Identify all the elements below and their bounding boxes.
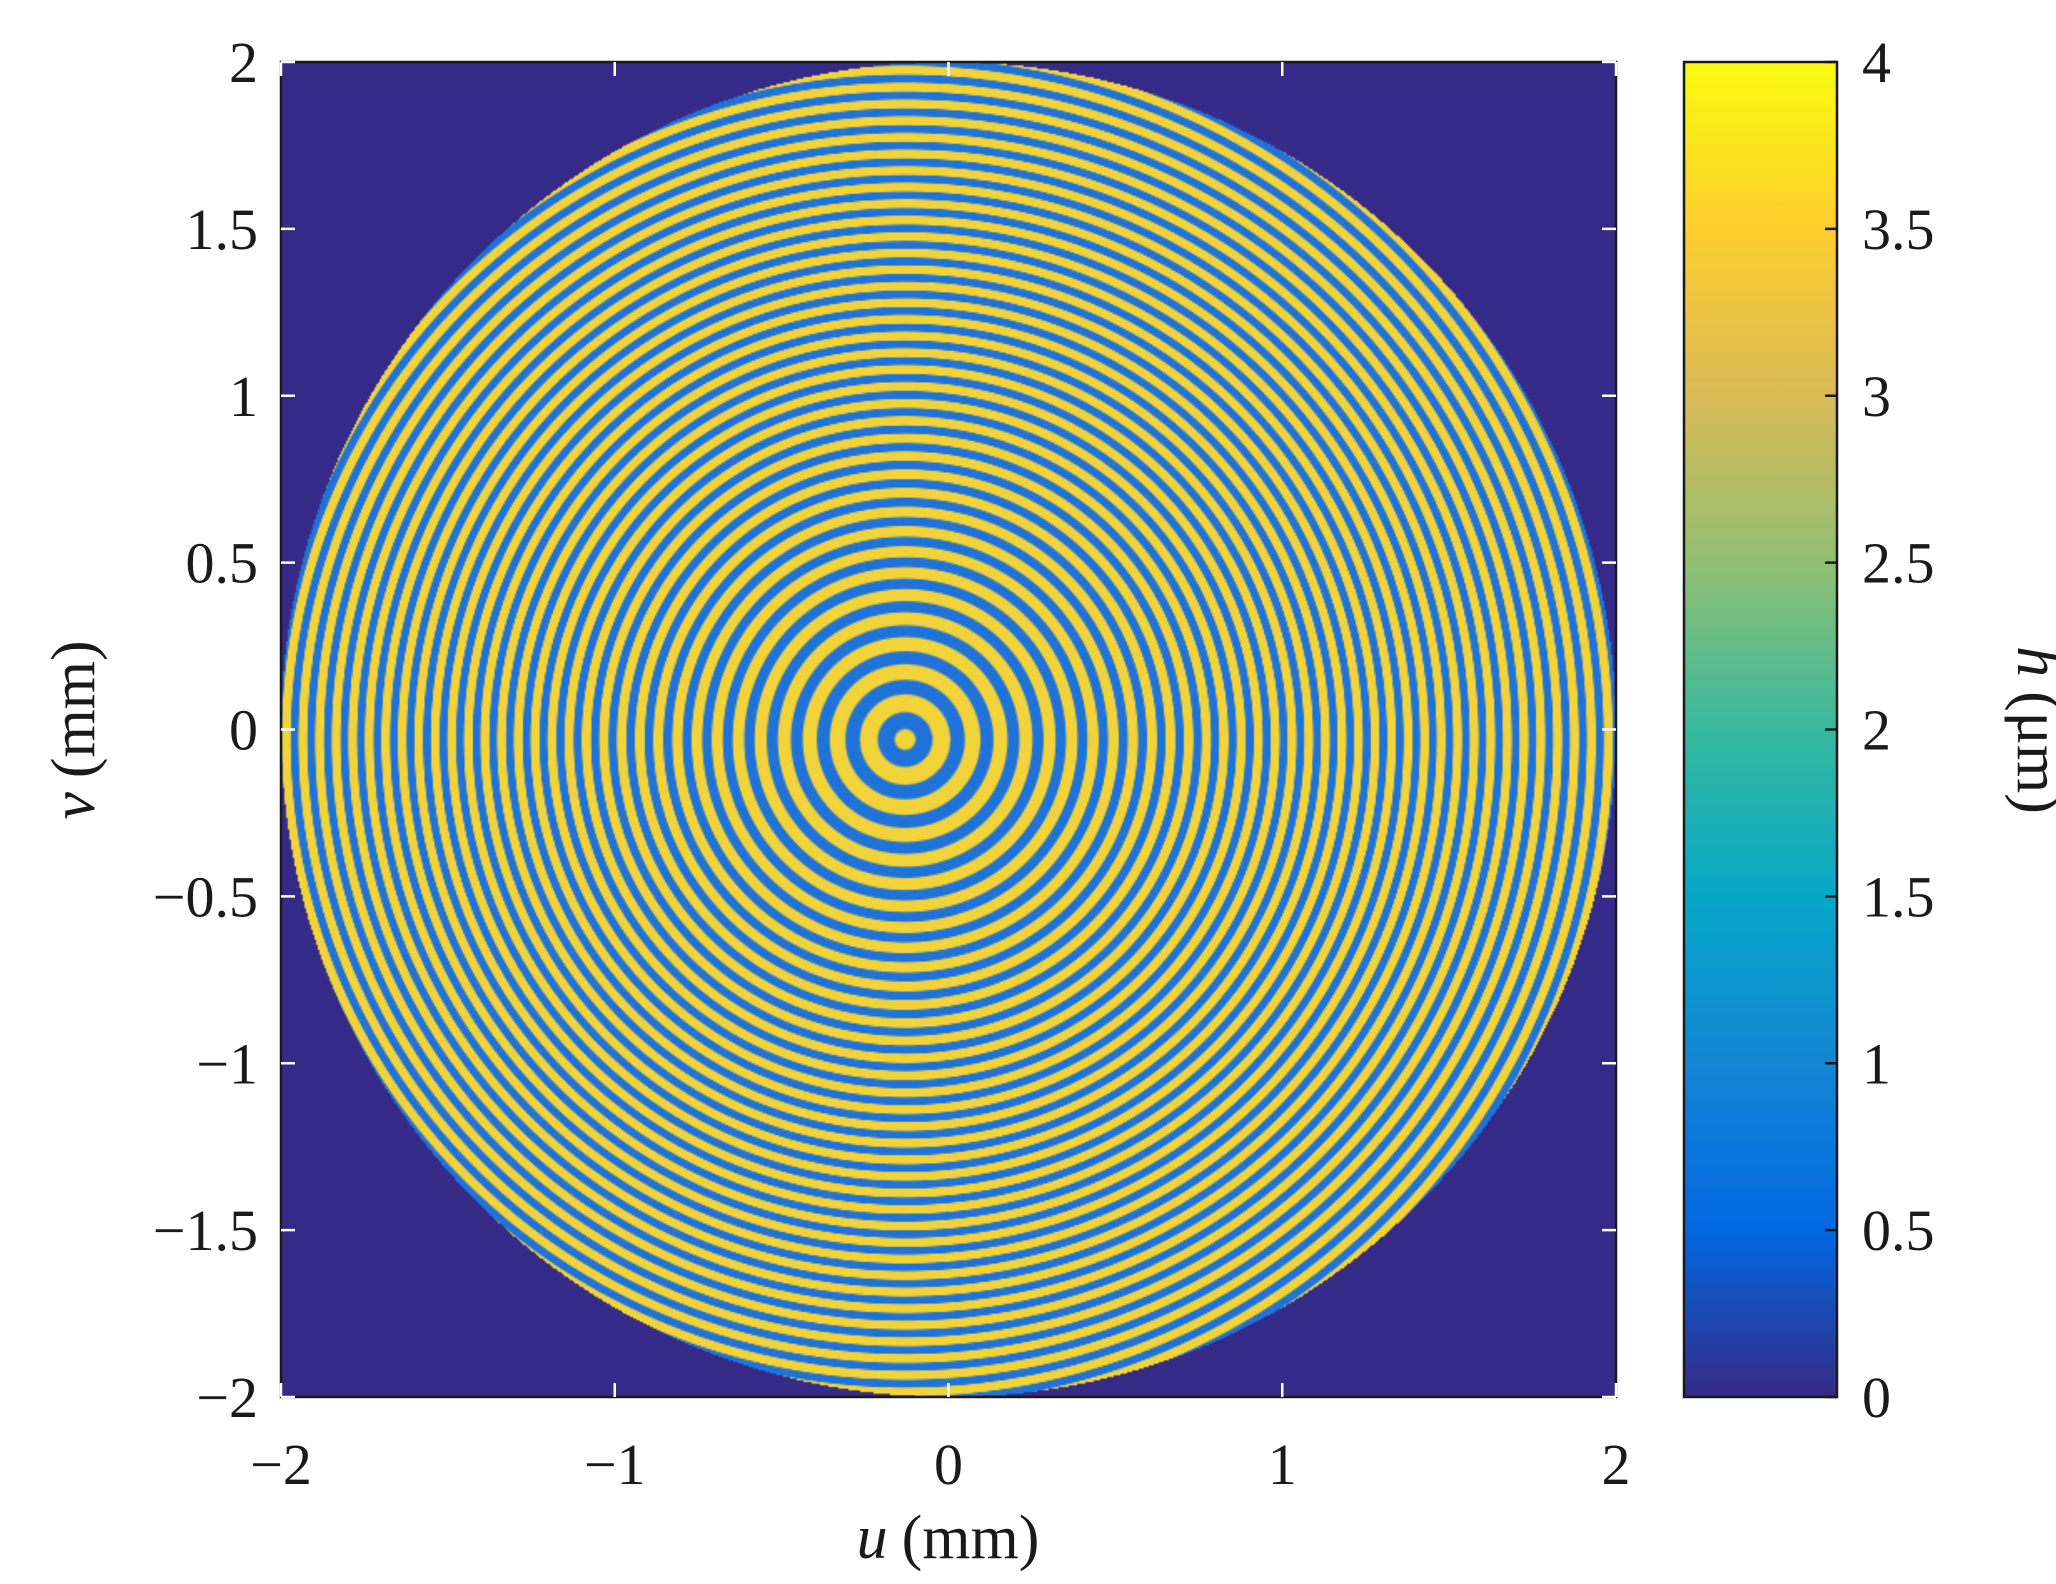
y-tick-label: 0.5 (186, 531, 259, 596)
colorbar-tick-label: 0 (1862, 1365, 1891, 1430)
x-tick-label: −2 (250, 1432, 312, 1497)
x-axis-label-unit: (mm) (902, 1504, 1040, 1572)
fringe-image (281, 62, 1616, 1397)
x-axis-ticks (279, 62, 1618, 1397)
y-axis-label-var: v (40, 792, 108, 820)
x-tick-label: −1 (584, 1432, 646, 1497)
plot-area: −2 −1 0 1 2 21.510.50−0.5−1−1.5−2 u (mm) v(mm… (40, 30, 1631, 1572)
y-tick-label: 2 (229, 30, 258, 95)
colorbar-label-unit: (μm) (2004, 691, 2056, 814)
colorbar: 4 3.5 3 2.5 2 1.5 1 0.5 0 h (μm) (1682, 30, 2056, 1430)
colorbar-tick-labels: 4 3.5 3 2.5 2 1.5 1 0.5 0 (1862, 30, 1935, 1430)
colorbar-tick-label: 2 (1862, 698, 1891, 763)
y-tick-label: 1.5 (186, 197, 259, 262)
y-tick-label: −0.5 (153, 864, 258, 929)
y-tick-label: −1 (196, 1031, 258, 1096)
colorbar-label: h (μm) (2004, 646, 2056, 814)
colorbar-tick-label: 0.5 (1862, 1198, 1935, 1263)
colorbar-label-var: h (2004, 646, 2056, 677)
colorbar-ticks (1825, 60, 1837, 1399)
x-axis-tick-labels: −2 −1 0 1 2 (250, 1432, 1630, 1497)
y-axis-ticks (281, 60, 1616, 1399)
x-tick-label: 0 (934, 1432, 963, 1497)
y-tick-label: −1.5 (153, 1198, 258, 1263)
x-tick-label: 1 (1268, 1432, 1297, 1497)
colorbar-tick-label: 2.5 (1862, 531, 1935, 596)
y-axis-label: v (mm) (40, 640, 108, 819)
y-tick-label: 1 (229, 364, 258, 429)
colorbar-tick-label: 1 (1862, 1031, 1891, 1096)
colorbar-tick-label: 3 (1862, 364, 1891, 429)
y-tick-label: 0 (229, 698, 258, 763)
y-tick-label: −2 (196, 1365, 258, 1430)
fringe-pattern (281, 62, 1616, 1397)
colorbar-fill (1684, 62, 1837, 1397)
colorbar-tick-label: 1.5 (1862, 864, 1935, 929)
x-tick-label: 2 (1602, 1432, 1631, 1497)
x-axis-label-var: u (857, 1504, 888, 1572)
y-axis-tick-labels: 2 1.5 1 0.5 0 −0.5 −1 −1.5 −2 (153, 30, 258, 1430)
colorbar-tick-label: 3.5 (1862, 197, 1935, 262)
colorbar-tick-label: 4 (1862, 30, 1891, 95)
x-axis-label: u (mm) (857, 1504, 1040, 1572)
y-axis-label-unit: (mm) (40, 640, 108, 778)
